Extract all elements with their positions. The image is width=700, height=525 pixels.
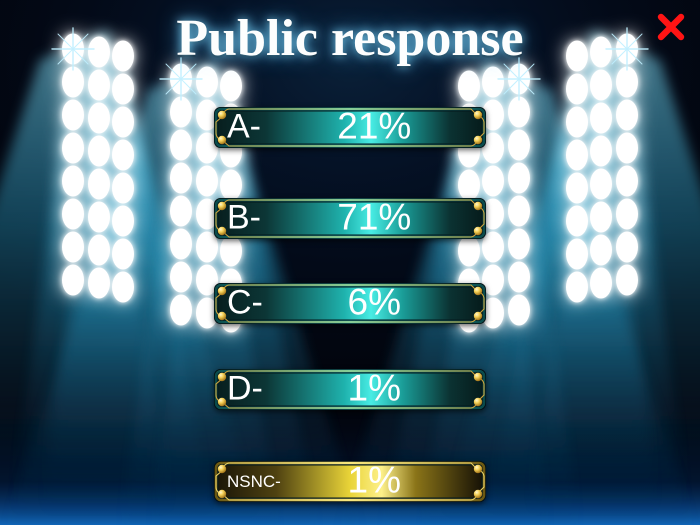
svg-text:A-: A- bbox=[227, 107, 261, 145]
svg-text:NSNC-: NSNC- bbox=[227, 472, 281, 491]
svg-text:1%: 1% bbox=[348, 460, 401, 500]
svg-text:6%: 6% bbox=[348, 282, 401, 322]
svg-text:71%: 71% bbox=[337, 197, 411, 237]
svg-text:B-: B- bbox=[227, 198, 261, 236]
svg-text:1%: 1% bbox=[348, 368, 401, 408]
svg-text:C-: C- bbox=[227, 283, 263, 321]
svg-text:D-: D- bbox=[227, 369, 263, 407]
svg-text:21%: 21% bbox=[337, 106, 411, 146]
